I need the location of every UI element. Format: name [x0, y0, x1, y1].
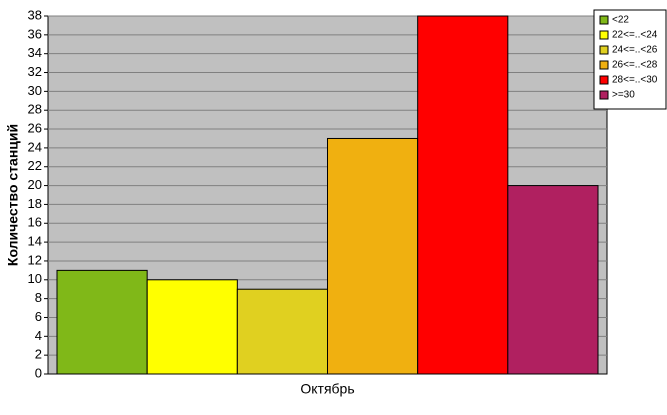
y-tick-label: 4 [35, 328, 42, 343]
y-tick-label: 34 [28, 45, 42, 60]
legend-label: 28<=..<30 [612, 75, 658, 86]
legend-swatch [599, 30, 609, 40]
y-tick-label: 16 [28, 215, 42, 230]
y-tick-label: 14 [28, 234, 42, 249]
x-tick-label: Октябрь [300, 381, 354, 397]
y-tick-label: 20 [28, 177, 42, 192]
y-tick-label: 32 [28, 64, 42, 79]
legend-label: 22<=..<24 [612, 30, 658, 41]
legend: <22 22<=..<24 24<=..<26 26<=..<28 28<=..<30 >… [593, 9, 667, 110]
legend-swatch [599, 60, 609, 70]
y-tick-label: 38 [28, 7, 42, 22]
legend-swatch [599, 75, 609, 85]
y-tick-label: 0 [35, 365, 42, 380]
bar [417, 15, 509, 375]
bar [507, 185, 599, 375]
legend-label: 24<=..<26 [612, 45, 658, 56]
y-tick-label: 30 [28, 83, 42, 98]
y-tick-label: 10 [28, 271, 42, 286]
y-tick-label: 28 [28, 102, 42, 117]
legend-label: <22 [612, 15, 629, 26]
legend-swatch [599, 90, 609, 100]
y-tick-label: 12 [28, 252, 42, 267]
y-tick-label: 22 [28, 158, 42, 173]
legend-swatch [599, 45, 609, 55]
bar [146, 279, 238, 375]
legend-label: >=30 [612, 90, 635, 101]
bar [327, 137, 419, 375]
y-tick-label: 18 [28, 196, 42, 211]
bar [56, 269, 148, 375]
y-axis-label: Количество станций [5, 124, 21, 266]
y-tick-label: 8 [35, 290, 42, 305]
y-tick-label: 6 [35, 309, 42, 324]
y-tick-label: 2 [35, 347, 42, 362]
y-tick-label: 24 [28, 139, 42, 154]
legend-swatch [599, 15, 609, 25]
bar [236, 288, 328, 375]
legend-label: 26<=..<28 [612, 60, 658, 71]
y-tick-label: 36 [28, 26, 42, 41]
y-tick-label: 26 [28, 120, 42, 135]
